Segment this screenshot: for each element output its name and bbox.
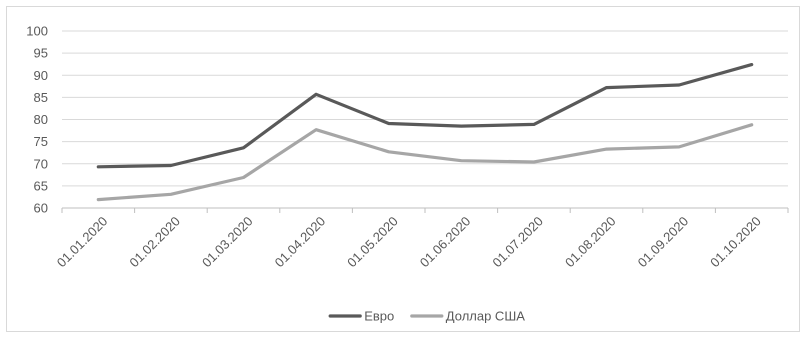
x-tick-label: 01.01.2020 [54, 214, 111, 271]
y-tick-label: 90 [34, 68, 48, 83]
y-tick-label: 70 [34, 156, 48, 171]
y-tick-label: 80 [34, 112, 48, 127]
chart-frame [6, 6, 800, 332]
legend: Евро Доллар США [328, 309, 525, 324]
y-tick-label: 75 [34, 134, 48, 149]
x-tick-label: 01.05.2020 [344, 214, 401, 271]
y-tick-label: 60 [34, 201, 48, 216]
legend-label-0: Евро [364, 309, 394, 324]
y-tick-label: 85 [34, 90, 48, 105]
x-tick-label: 01.02.2020 [126, 214, 183, 271]
series-lines [96, 62, 754, 202]
x-tick-label: 01.04.2020 [272, 214, 329, 271]
x-tick-label: 01.09.2020 [635, 214, 692, 271]
y-tick-label: 95 [34, 46, 48, 61]
x-tick-label: 01.07.2020 [489, 214, 546, 271]
x-tick-label: 01.06.2020 [417, 214, 474, 271]
grid-lines [62, 30, 788, 187]
x-tick-label: 01.08.2020 [562, 214, 619, 271]
y-tick-label: 65 [34, 178, 48, 193]
y-axis-tick-labels: 60 65 70 75 80 85 90 95 100 [26, 24, 48, 216]
series-line-1 [96, 123, 754, 202]
series-line-0 [96, 62, 754, 169]
axes [61, 207, 789, 213]
x-tick-label: 01.03.2020 [199, 214, 256, 271]
y-tick-label: 100 [26, 24, 48, 39]
x-axis-tick-labels: 01.01.2020 01.02.2020 01.03.2020 01.04.2020… [54, 214, 764, 271]
x-tick-label: 01.10.2020 [707, 214, 764, 271]
legend-label-1: Доллар США [446, 309, 525, 324]
